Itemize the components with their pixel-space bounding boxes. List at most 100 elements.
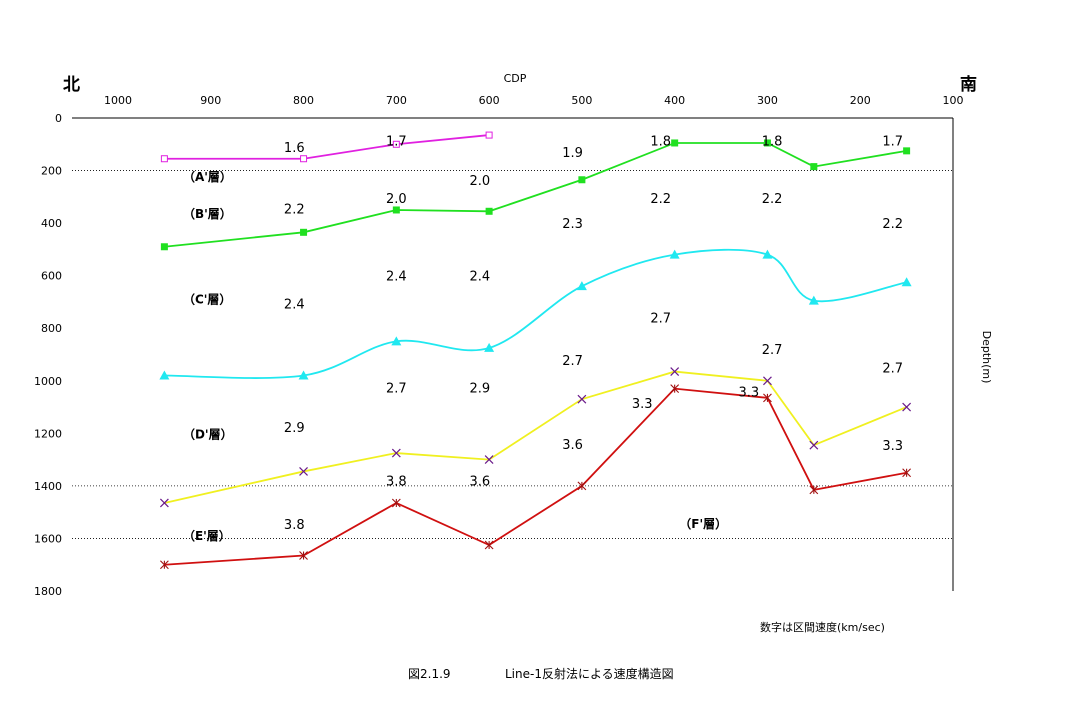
data-point-marker — [763, 376, 772, 386]
north-label: 北 — [63, 75, 80, 95]
data-point-marker — [902, 468, 911, 478]
series-group — [159, 131, 912, 570]
marker-stroke — [670, 367, 680, 377]
series-line-1 — [164, 134, 490, 160]
marker-stroke — [809, 440, 819, 450]
velocity-label: 2.3 — [562, 217, 583, 232]
layer-label: （C'層） — [183, 291, 231, 306]
layer-label: （B'層） — [183, 206, 232, 221]
x-tick-labels: 1000 900 800 700 600 500 400 300 200 100 — [104, 94, 964, 107]
series-line-4 — [164, 370, 907, 504]
y-tick-label: 1400 — [34, 480, 62, 493]
data-point-marker — [670, 367, 680, 377]
marker-stroke — [299, 467, 308, 476]
x-tick-label: 700 — [386, 94, 407, 107]
marker-stroke — [159, 498, 169, 508]
data-point-marker — [578, 176, 586, 184]
velocity-label: 3.3 — [739, 385, 760, 400]
data-point-marker — [901, 277, 912, 287]
y-tick-label: 200 — [41, 165, 62, 178]
velocity-label: 2.9 — [469, 381, 490, 396]
velocity-label: 2.2 — [650, 192, 671, 207]
velocity-label: 2.0 — [386, 192, 407, 207]
data-point-marker — [763, 393, 772, 403]
velocity-label: 2.4 — [469, 270, 490, 285]
data-point-marker — [485, 207, 493, 215]
velocity-label: 2.7 — [562, 354, 583, 369]
marker-stroke — [902, 402, 912, 412]
marker-stroke — [484, 455, 494, 465]
data-point-marker — [300, 155, 308, 163]
velocity-label: 2.7 — [650, 312, 671, 327]
layer-label: （A'層） — [183, 169, 232, 184]
y-tick-label: 400 — [41, 217, 62, 230]
data-point-marker — [762, 249, 773, 259]
data-point-marker — [391, 448, 401, 458]
data-point-marker — [485, 131, 493, 139]
layer-label: （E'層） — [183, 528, 231, 543]
velocity-label: 3.8 — [284, 518, 305, 533]
velocity-label: 2.7 — [882, 362, 903, 377]
series-line-3 — [164, 248, 907, 379]
data-point-marker — [809, 485, 819, 495]
y-tick-label: 1600 — [34, 532, 62, 545]
data-point-marker — [808, 295, 819, 305]
y-tick-label: 800 — [41, 322, 62, 335]
data-point-marker — [299, 551, 308, 560]
x-tick-label: 800 — [293, 94, 314, 107]
data-point-marker — [902, 402, 912, 412]
x-tick-label: 1000 — [104, 94, 132, 107]
data-point-marker — [159, 498, 169, 508]
x-tick-label: 300 — [757, 94, 778, 107]
data-point-marker — [484, 455, 494, 465]
velocity-label: 2.4 — [284, 297, 305, 312]
data-point-marker — [392, 140, 400, 148]
data-point-marker — [484, 540, 494, 550]
layer-label: （F'層） — [679, 516, 727, 531]
velocity-label: 2.2 — [762, 192, 783, 207]
data-point-marker — [670, 384, 680, 394]
data-point-marker — [300, 228, 308, 236]
data-point-marker — [160, 243, 168, 251]
velocity-label: 3.6 — [469, 475, 490, 490]
data-point-marker — [763, 139, 771, 147]
unit-note: 数字は区間速度(km/sec) — [760, 620, 885, 634]
y-axis-title: Depth(m) — [980, 331, 993, 384]
data-point-marker — [160, 155, 168, 163]
gridlines — [72, 170, 953, 539]
velocity-label: 1.7 — [386, 134, 407, 149]
data-point-marker — [809, 440, 819, 450]
south-label: 南 — [960, 74, 977, 95]
velocity-label: 3.3 — [882, 439, 903, 454]
y-tick-label: 600 — [41, 270, 62, 283]
velocity-label: 1.8 — [650, 134, 671, 149]
layer-label: （D'層） — [183, 427, 233, 442]
x-tick-label: 900 — [200, 94, 221, 107]
data-point-marker — [159, 560, 169, 570]
velocity-label: 2.2 — [882, 217, 903, 232]
data-point-marker — [576, 281, 587, 291]
velocity-label: 1.9 — [562, 146, 583, 161]
velocity-label: 3.6 — [562, 438, 583, 453]
velocity-label: 1.6 — [284, 141, 305, 156]
velocity-label: 3.8 — [386, 475, 407, 490]
velocity-label: 2.9 — [284, 421, 305, 436]
y-tick-label: 1000 — [34, 375, 62, 388]
data-point-marker — [391, 336, 402, 346]
x-tick-label: 100 — [943, 94, 964, 107]
y-tick-labels: 0 200 400 600 800 1000 1200 1400 1600 1800 — [34, 112, 62, 598]
data-point-marker — [298, 370, 309, 380]
y-tick-label: 0 — [55, 112, 62, 125]
x-tick-label: 400 — [664, 94, 685, 107]
x-tick-label: 200 — [850, 94, 871, 107]
figure-title: Line-1反射法による速度構造図 — [505, 666, 674, 681]
x-axis-title: CDP — [504, 72, 527, 85]
data-point-marker — [669, 249, 680, 259]
velocity-label: 1.8 — [762, 134, 783, 149]
marker-stroke — [577, 394, 587, 404]
data-point-marker — [577, 394, 587, 404]
y-tick-label: 1800 — [34, 585, 62, 598]
velocity-label: 3.3 — [632, 397, 653, 412]
figure-number: 図2.1.9 — [408, 667, 451, 681]
